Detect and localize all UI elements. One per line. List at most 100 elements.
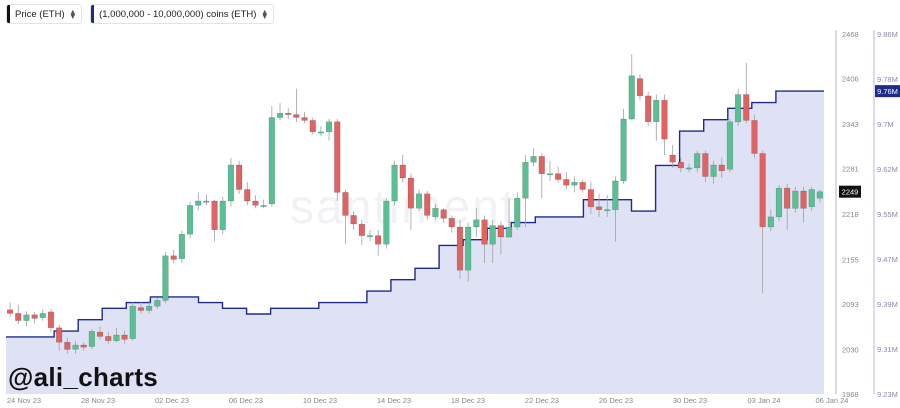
candle-body xyxy=(366,235,374,238)
price-tick-label: 1968 xyxy=(842,390,859,399)
candle-body xyxy=(227,164,235,202)
candle-body xyxy=(154,300,161,307)
candle-body xyxy=(64,341,71,350)
candle-body xyxy=(726,121,734,170)
candle-body xyxy=(595,206,603,210)
candle-body xyxy=(407,177,414,209)
candle-body xyxy=(178,233,185,259)
candle-body xyxy=(563,179,570,186)
candle-body xyxy=(587,189,594,208)
candle-body xyxy=(358,223,365,236)
candle-body xyxy=(383,200,390,245)
candle-body xyxy=(448,218,455,228)
coins-tick-label: 9.31M xyxy=(877,345,898,354)
candle-body xyxy=(105,336,112,341)
candle-body xyxy=(334,121,341,193)
candle-body xyxy=(465,226,472,271)
price-tick-label: 2030 xyxy=(842,345,859,354)
candle-body xyxy=(293,114,300,118)
candle-body xyxy=(268,117,275,205)
current-price-badge xyxy=(839,185,861,198)
legend-price-label: Price (ETH) xyxy=(15,8,65,20)
candle-body xyxy=(15,313,22,321)
coins-tick-label: 9.86M xyxy=(877,30,898,39)
candle-body xyxy=(317,131,325,134)
candle-body xyxy=(260,205,267,207)
candle-body xyxy=(522,161,529,199)
candle-body xyxy=(677,161,684,169)
candle-body xyxy=(252,200,259,206)
candle-body xyxy=(88,331,95,347)
candle-body xyxy=(244,189,251,202)
candle-body xyxy=(808,189,815,208)
candle-body xyxy=(6,309,14,314)
candle-body xyxy=(31,314,38,319)
date-tick-label: 26 Dec 23 xyxy=(599,396,633,405)
candle-body xyxy=(497,225,504,238)
candle-body xyxy=(424,193,431,216)
candle-body xyxy=(96,331,104,337)
candle-body xyxy=(399,164,406,179)
price-tick-label: 2468 xyxy=(842,30,859,39)
author-handle: @ali_charts xyxy=(8,362,159,392)
price-tick-label: 2093 xyxy=(842,300,859,309)
current-holdings-badge xyxy=(875,85,900,98)
candle-body xyxy=(195,200,202,206)
axis-lines xyxy=(835,30,875,394)
candle-body xyxy=(653,99,660,123)
candle-body xyxy=(342,192,349,216)
candle-body xyxy=(285,112,292,115)
holdings-area-layer xyxy=(6,90,824,394)
current-holdings-label: 9.76M xyxy=(877,87,898,96)
holdings-line xyxy=(6,90,824,338)
coins-swatch xyxy=(91,5,95,23)
date-tick-label: 30 Dec 23 xyxy=(673,396,707,405)
coins-tick-label: 9.62M xyxy=(877,165,898,174)
price-tick-label: 2155 xyxy=(842,255,859,264)
candle-body xyxy=(186,205,194,235)
coins-tick-label: 9.23M xyxy=(877,390,898,399)
candle-body xyxy=(170,255,177,260)
date-tick-label: 28 Nov 23 xyxy=(81,396,115,405)
candle-body xyxy=(350,215,357,225)
candle-body xyxy=(628,75,635,120)
legend-item-coins[interactable]: (1,000,000 - 10,000,000) coins (ETH) ⧫ xyxy=(90,4,274,24)
candle-body xyxy=(72,344,79,350)
candle-body xyxy=(129,305,136,339)
candle-body xyxy=(473,219,480,228)
candle-body xyxy=(391,164,398,202)
coins-tick-label: 9.55M xyxy=(877,210,898,219)
candle-body xyxy=(162,255,169,301)
candle-body xyxy=(636,78,644,97)
date-tick-label: 24 Nov 23 xyxy=(7,396,41,405)
axis-labels: 1968 2030 2093 2155 2218 2281 2343 2406 2468 9.23… xyxy=(7,30,900,405)
candle-body xyxy=(694,153,701,169)
candle-body xyxy=(718,164,725,172)
candle-body xyxy=(612,180,619,210)
legend-coins-label: (1,000,000 - 10,000,000) coins (ETH) xyxy=(99,8,257,20)
coins-tick-label: 9.7M xyxy=(877,120,894,129)
date-tick-label: 03 Jan 24 xyxy=(748,396,781,405)
candle-body xyxy=(816,191,823,199)
candle-body xyxy=(80,344,87,348)
date-tick-label: 18 Dec 23 xyxy=(451,396,485,405)
candle-body xyxy=(121,334,128,340)
price-tick-label: 2281 xyxy=(842,165,859,174)
candle-body xyxy=(685,167,693,170)
candle-body xyxy=(39,313,46,318)
date-tick-label: 22 Dec 23 xyxy=(525,396,559,405)
candle-body xyxy=(309,120,316,133)
candle-body xyxy=(800,190,807,209)
candle-body xyxy=(375,235,382,245)
eth-icon: ⧫ xyxy=(262,8,267,19)
legend-item-price[interactable]: Price (ETH) ⧫ xyxy=(6,4,83,24)
candle-body xyxy=(481,219,488,245)
candle-body xyxy=(489,225,496,245)
candle-body xyxy=(604,209,611,212)
eth-icon: ⧫ xyxy=(70,8,76,19)
candle-body xyxy=(236,164,243,190)
candle-body xyxy=(734,94,742,123)
candle-body xyxy=(325,121,333,133)
date-tick-label: 06 Jan 24 xyxy=(816,396,849,405)
date-tick-label: 02 Dec 23 xyxy=(155,396,189,405)
